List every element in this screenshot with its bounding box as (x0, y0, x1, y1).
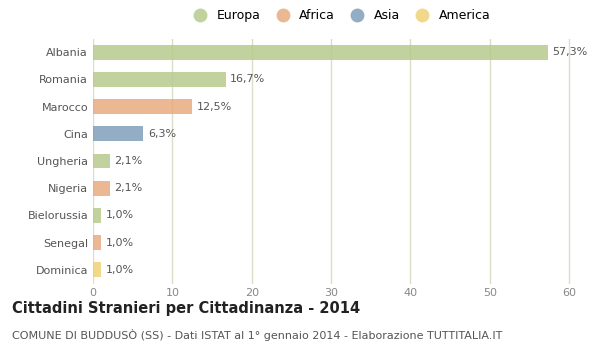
Text: COMUNE DI BUDDUSÒ (SS) - Dati ISTAT al 1° gennaio 2014 - Elaborazione TUTTITALIA: COMUNE DI BUDDUSÒ (SS) - Dati ISTAT al 1… (12, 329, 502, 341)
Text: 16,7%: 16,7% (230, 74, 266, 84)
Legend: Europa, Africa, Asia, America: Europa, Africa, Asia, America (182, 4, 496, 27)
Bar (93, 45, 548, 60)
Text: 12,5%: 12,5% (197, 102, 232, 112)
Text: Cittadini Stranieri per Cittadinanza - 2014: Cittadini Stranieri per Cittadinanza - 2… (12, 301, 360, 316)
Text: 2,1%: 2,1% (115, 183, 143, 193)
Bar (93, 208, 101, 223)
Text: 1,0%: 1,0% (106, 265, 134, 275)
Bar (93, 126, 143, 141)
Text: 1,0%: 1,0% (106, 238, 134, 248)
Bar (93, 154, 110, 168)
Bar (93, 235, 101, 250)
Text: 57,3%: 57,3% (553, 47, 588, 57)
Text: 1,0%: 1,0% (106, 210, 134, 220)
Bar (93, 99, 192, 114)
Bar (93, 181, 110, 196)
Bar (93, 72, 226, 87)
Bar (93, 262, 101, 277)
Text: 6,3%: 6,3% (148, 129, 176, 139)
Text: 2,1%: 2,1% (115, 156, 143, 166)
